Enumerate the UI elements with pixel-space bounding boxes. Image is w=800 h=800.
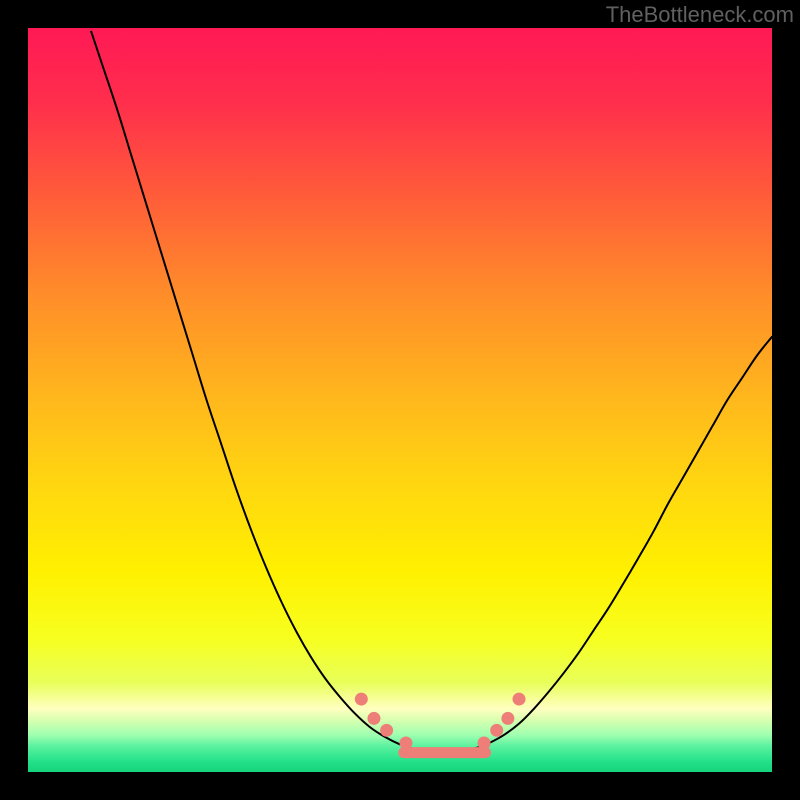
watermark-text: TheBottleneck.com — [606, 2, 794, 28]
chart-background — [28, 28, 772, 772]
bottleneck-curve-chart — [28, 28, 772, 772]
chart-plot-area — [28, 28, 772, 772]
marker-dot — [380, 724, 393, 737]
marker-dot — [478, 736, 491, 749]
marker-dot — [367, 712, 380, 725]
marker-dot — [501, 712, 514, 725]
marker-dot — [490, 724, 503, 737]
outer-frame: TheBottleneck.com — [0, 0, 800, 800]
marker-dot — [355, 693, 368, 706]
marker-dot — [513, 693, 526, 706]
marker-dot — [399, 736, 412, 749]
